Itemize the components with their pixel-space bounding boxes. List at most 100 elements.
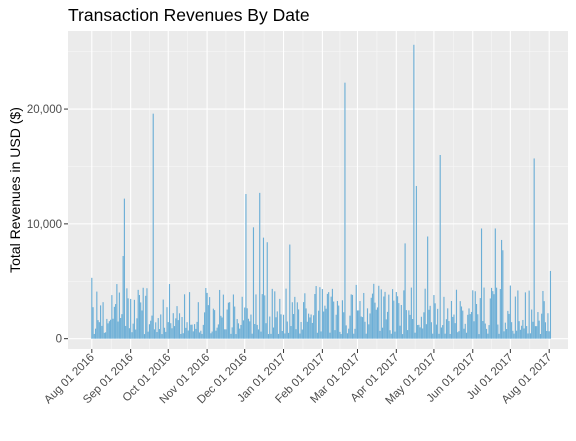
revenue-bar [374,302,376,339]
revenue-bar [430,322,432,339]
revenue-bar [539,333,541,339]
revenue-bar [443,296,445,339]
revenue-bar [252,227,255,339]
revenue-bar [176,306,178,339]
revenue-bar [240,324,242,339]
revenue-bar [369,313,371,339]
revenue-bar [112,318,114,339]
revenue-bar [137,289,139,339]
revenue-bar [101,325,103,339]
revenue-bar [350,294,352,339]
revenue-bar [207,305,209,339]
revenue-bar [397,296,399,339]
revenue-bar [121,314,123,339]
y-axis-title: Total Revenues in USD ($) [7,107,23,273]
revenue-bar [172,313,174,339]
revenue-bar [300,321,302,339]
revenue-bar [373,283,375,339]
revenue-bar [92,307,94,339]
revenue-bar [537,312,539,339]
revenue-bar [330,296,332,339]
revenue-bar [533,158,535,339]
bar-layer [91,44,552,339]
revenue-bar [393,300,395,339]
revenue-bar [279,298,281,339]
revenue-bar [418,324,420,339]
revenue-bar [204,312,206,339]
revenue-bar [194,324,196,339]
revenue-bar [399,325,401,339]
revenue-bar [285,288,287,339]
revenue-bar [526,326,528,339]
revenue-bar [529,333,531,339]
revenue-bar [111,295,113,339]
revenue-bar [152,113,154,339]
revenue-bar [398,303,400,339]
revenue-bar [314,294,316,339]
revenue-bar [470,311,473,339]
revenue-bar [464,323,466,339]
revenue-bar [388,294,390,339]
revenue-bar [522,319,524,339]
revenue-bar [116,284,118,339]
revenue-bar [512,330,514,339]
revenue-bar [227,302,229,339]
revenue-bar [232,294,234,339]
revenue-bar [541,313,543,339]
revenue-bar [499,289,501,339]
revenue-bar [447,308,449,339]
revenue-bar [295,329,297,339]
revenue-bar [549,270,552,339]
revenue-bar [190,324,192,339]
revenue-bar [439,154,441,339]
revenue-bar [442,325,444,339]
revenue-bar [215,330,217,339]
revenue-bar [345,325,347,339]
revenue-bar [468,308,470,339]
revenue-bar [333,301,335,339]
revenue-bar [384,291,386,339]
revenue-bar [270,333,272,339]
revenue-bar [544,322,547,339]
revenue-bar [305,308,307,339]
revenue-bar [460,306,463,339]
revenue-bar [477,314,479,339]
revenue-bar [353,333,355,339]
revenue-bar [493,294,495,339]
revenue-bar [117,321,119,339]
revenue-bar [251,333,253,339]
revenue-bar [331,288,333,339]
revenue-bar [115,304,117,339]
revenue-bar [216,327,218,339]
revenue-bar [521,325,523,339]
revenue-bar [485,328,488,339]
revenue-bar [225,329,227,339]
revenue-bar [151,315,153,339]
revenue-bar [185,327,187,339]
revenue-bar [502,250,504,339]
revenue-bar [506,329,508,339]
revenue-bar [128,328,130,339]
revenue-bar [241,296,243,339]
revenue-bar [335,314,337,339]
revenue-bar [338,305,340,339]
revenue-bar [310,314,312,339]
revenue-bar [231,327,233,339]
revenue-bar [511,322,513,339]
revenue-bar [343,312,345,339]
revenue-bar [415,185,417,339]
revenue-bar [147,331,149,339]
revenue-bar [458,331,460,339]
revenue-bar [482,321,484,339]
revenue-bar [146,288,148,339]
revenue-bar [315,286,317,339]
revenue-bar [503,331,505,339]
revenue-bar [438,333,440,339]
revenue-bar [363,292,365,339]
revenue-bar [448,321,450,339]
revenue-bar [517,290,519,339]
revenue-bar [266,242,268,339]
revenue-bar [242,320,244,339]
revenue-bar [469,314,471,339]
revenue-bar [123,198,125,339]
